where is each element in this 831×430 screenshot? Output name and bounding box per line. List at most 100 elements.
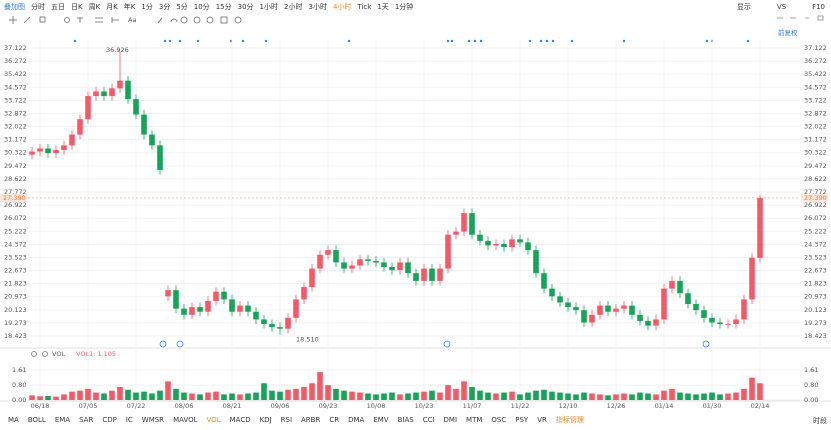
indicator-tab[interactable]: ARBR	[301, 416, 321, 424]
indicator-tab[interactable]: MTM	[466, 416, 483, 424]
period-tab[interactable]: 4小时	[332, 3, 352, 11]
candle-body	[597, 305, 603, 315]
volume-bar	[397, 394, 403, 400]
y-tick-label-right: 29.472	[804, 162, 827, 170]
candle-body	[141, 114, 147, 135]
x-tick-label: 09/23	[319, 402, 338, 410]
period-tab[interactable]: 1天	[377, 3, 389, 11]
indicator-tab[interactable]: 指标管理	[555, 416, 584, 424]
candle-body	[413, 273, 419, 281]
indicator-tab[interactable]: EMA	[54, 416, 71, 424]
drawing-tools[interactable]	[9, 16, 242, 24]
indicator-tab[interactable]: MA	[8, 416, 19, 424]
candle-body	[317, 254, 323, 269]
min-price-label: 18.510	[296, 336, 319, 344]
x-tick-label: 06/18	[31, 402, 50, 410]
indicator-tab[interactable]: PSY	[515, 416, 529, 424]
volume-bar	[285, 389, 291, 400]
period-tab[interactable]: 日K	[71, 3, 83, 11]
indicator-tab[interactable]: IC	[125, 416, 133, 424]
indicator-tab[interactable]: KDJ	[259, 416, 272, 424]
period-tab[interactable]: 分时	[31, 3, 45, 11]
candle-body	[573, 307, 579, 311]
indicator-tab[interactable]: EMV	[373, 416, 389, 424]
candle-body	[165, 290, 171, 297]
period-tab[interactable]: 2小时	[284, 3, 303, 11]
candle-body	[661, 288, 667, 320]
period-tab[interactable]: 年K	[123, 3, 136, 11]
indicator-tab[interactable]: MACD	[229, 416, 251, 424]
volume-bar	[93, 392, 99, 400]
overlay-button[interactable]: 叠加图	[4, 3, 25, 11]
candle-body	[701, 310, 707, 318]
volume-bar	[557, 392, 563, 400]
volume-controls[interactable]	[31, 351, 48, 357]
volume-tick-label: 1.61	[12, 366, 26, 374]
candle-body	[469, 213, 475, 235]
candle-body	[749, 257, 755, 300]
candle-body	[717, 322, 723, 325]
indicator-tab[interactable]: BOLL	[27, 416, 46, 424]
candle-body	[709, 317, 715, 323]
text-tool[interactable]: Aa	[128, 16, 136, 24]
indicator-tab[interactable]: WMSR	[141, 416, 165, 424]
volume-tick-label-right: 0.80	[804, 381, 818, 389]
y-tick-label: 22.673	[4, 267, 27, 275]
volume-bar	[749, 377, 755, 400]
indicator-tab[interactable]: RSI	[280, 416, 293, 424]
volume-bar	[221, 394, 227, 400]
candle-body	[445, 234, 451, 269]
indicator-tab[interactable]: SAR	[79, 416, 94, 424]
period-tab[interactable]: 3分	[158, 3, 171, 11]
period-tab[interactable]: 1分	[141, 3, 153, 11]
y-tick-label-right: 32.022	[804, 123, 827, 131]
volume-tick-label: 0.00	[12, 396, 26, 404]
period-tab[interactable]: 30分	[237, 3, 254, 11]
volume-bar	[117, 386, 123, 400]
indicator-tab[interactable]: VOL	[206, 416, 221, 424]
y-tick-label-right: 24.372	[804, 240, 827, 248]
indicator-tab[interactable]: CDP	[102, 416, 117, 424]
indicator-tab[interactable]: CR	[329, 416, 340, 424]
volume-bar	[461, 381, 467, 400]
volume-bar	[141, 391, 147, 400]
volume-bar	[405, 393, 411, 400]
y-tick-label: 35.422	[4, 70, 27, 78]
candle-body	[349, 265, 355, 269]
period-tab[interactable]: 5分	[176, 3, 188, 11]
volume-bar	[477, 390, 483, 400]
period-tab[interactable]: 周K	[88, 3, 101, 11]
toolbar-button[interactable]: VS	[776, 3, 787, 11]
chart-controls[interactable]	[777, 15, 824, 21]
period-tab[interactable]: 15分	[215, 3, 232, 11]
event-icons[interactable]	[159, 340, 710, 348]
volume-bar	[645, 393, 651, 400]
indicator-tab[interactable]: BIAS	[397, 416, 414, 424]
adjust-mode[interactable]: 前复权	[778, 28, 798, 37]
indicator-tab[interactable]: VR	[537, 416, 547, 424]
session-button[interactable]: 时段	[813, 417, 827, 425]
y-tick-label: 25.222	[4, 227, 27, 235]
event-markers[interactable]	[73, 39, 750, 43]
volume-bar	[277, 391, 283, 400]
x-tick-label: 08/06	[175, 402, 194, 410]
indicator-tab[interactable]: CCI	[422, 416, 435, 424]
period-tab[interactable]: 月K	[106, 3, 118, 11]
period-tab[interactable]: 1分钟	[394, 3, 414, 11]
period-tab[interactable]: 10分	[193, 3, 210, 11]
indicator-tab[interactable]: MAVOL	[173, 416, 198, 424]
volume-bar	[341, 390, 347, 400]
volume-bar	[85, 388, 91, 400]
period-tab[interactable]: 3小时	[308, 3, 327, 11]
volume-bar	[621, 393, 627, 400]
period-tab[interactable]: Tick	[357, 3, 372, 11]
volume-bar	[69, 391, 75, 400]
period-tab[interactable]: 1小时	[259, 3, 279, 11]
indicator-tab[interactable]: DMA	[348, 416, 365, 424]
indicator-tab[interactable]: OSC	[491, 416, 507, 424]
volume-bar	[581, 392, 587, 400]
toolbar-button[interactable]: F10	[812, 3, 825, 11]
period-tab[interactable]: 五日	[51, 3, 65, 11]
indicator-tab[interactable]: DMI	[443, 416, 458, 424]
toolbar-button[interactable]: 显示	[736, 3, 751, 11]
